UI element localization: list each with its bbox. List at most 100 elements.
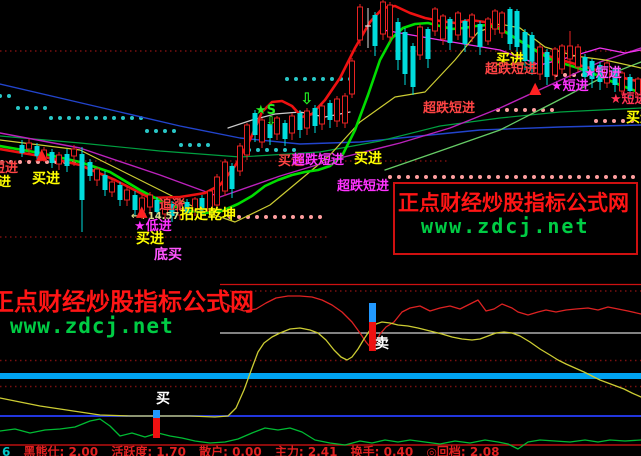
dot-trail xyxy=(523,108,527,112)
candlestick-up xyxy=(214,176,220,206)
dot-trail xyxy=(67,116,71,120)
dot-trail xyxy=(318,215,322,219)
dot-trail xyxy=(469,175,473,179)
candlestick-down xyxy=(297,113,303,130)
candlestick-down xyxy=(252,113,258,135)
dot-trail xyxy=(603,119,607,123)
dot-trail xyxy=(172,129,176,133)
candlestick-up xyxy=(177,203,183,216)
candlestick-up xyxy=(244,124,250,156)
dot-trail xyxy=(612,119,616,123)
dot-trail xyxy=(27,160,31,164)
dot-trail xyxy=(532,175,536,179)
candlestick-up xyxy=(604,62,610,84)
candlestick-up xyxy=(289,115,295,134)
dot-trail xyxy=(18,160,22,164)
candlestick-down xyxy=(514,11,520,47)
candlestick-up xyxy=(567,45,573,60)
candlestick-down xyxy=(582,57,588,77)
ind-red xyxy=(219,295,641,349)
candlestick-down xyxy=(34,146,40,156)
status-bear-value: 黑熊仕: 2.00 xyxy=(23,445,99,456)
candlestick-up xyxy=(380,1,386,35)
candlestick-down xyxy=(282,123,288,139)
dot-trail xyxy=(163,129,167,133)
candlestick-up xyxy=(237,145,243,172)
dot-trail xyxy=(630,119,634,123)
candlestick-down xyxy=(87,162,93,176)
dot-trail xyxy=(532,108,536,112)
candlestick-up xyxy=(432,8,438,32)
candlestick-up xyxy=(192,198,198,211)
candlestick-down xyxy=(184,202,190,213)
dot-trail xyxy=(265,148,269,152)
candlestick-down xyxy=(79,154,85,200)
dot-trail xyxy=(541,175,545,179)
buy-bar xyxy=(153,418,160,438)
candlestick-up xyxy=(147,194,153,208)
sell-bar xyxy=(369,322,376,351)
dot-trail xyxy=(496,175,500,179)
ind-green xyxy=(0,418,641,450)
dot-trail xyxy=(577,175,581,179)
candlestick-down xyxy=(199,198,205,209)
candlestick-down xyxy=(102,175,108,190)
dot-trail xyxy=(631,175,635,179)
dot-trail xyxy=(206,143,210,147)
dot-trail xyxy=(514,108,518,112)
buy-bar xyxy=(153,410,160,418)
candlestick-up xyxy=(357,6,363,41)
dot-trail xyxy=(0,160,4,164)
candlestick-up xyxy=(304,110,310,129)
candlestick-down xyxy=(395,22,401,60)
candlestick-up xyxy=(635,78,641,96)
dot-trail xyxy=(264,215,268,219)
dot-trail xyxy=(228,215,232,219)
dot-trail xyxy=(94,116,98,120)
dot-trail xyxy=(415,175,419,179)
dot-trail xyxy=(406,175,410,179)
dot-trail xyxy=(303,77,307,81)
ma-blue xyxy=(0,83,641,145)
candlestick-down xyxy=(627,77,633,91)
dot-trail xyxy=(237,215,241,219)
candlestick-down xyxy=(425,29,431,59)
ma-purple xyxy=(0,47,641,198)
candlestick-down xyxy=(597,65,603,82)
candlestick-down xyxy=(612,69,618,85)
candlestick-up xyxy=(455,12,461,36)
candlestick-up xyxy=(124,189,130,201)
status-turnover: 换手: 0.40 xyxy=(350,445,414,456)
dot-trail xyxy=(43,106,47,110)
status-main-force: 主力: 2.41 xyxy=(274,445,338,456)
candlestick-up xyxy=(71,148,77,157)
dot-trail xyxy=(424,175,428,179)
candlestick-down xyxy=(117,185,123,200)
dot-trail xyxy=(294,77,298,81)
dot-trail xyxy=(559,175,563,179)
ma-yellow xyxy=(0,23,641,223)
candlestick-up xyxy=(109,181,115,193)
dot-trail xyxy=(7,94,11,98)
dot-trail xyxy=(154,129,158,133)
dot-trail xyxy=(388,175,392,179)
dot-trail xyxy=(604,175,608,179)
dot-trail xyxy=(130,116,134,120)
dot-trail xyxy=(188,143,192,147)
status-activity: 活跃度: 1.70 xyxy=(111,445,186,456)
candlestick-down xyxy=(312,108,318,126)
candlestick-up xyxy=(387,4,393,38)
dot-trail xyxy=(550,175,554,179)
watermark-site-name: 正点财经炒股指标公式网 xyxy=(398,191,629,215)
dot-trail xyxy=(613,175,617,179)
dot-trail xyxy=(487,175,491,179)
dot-trail xyxy=(568,175,572,179)
candlestick-up xyxy=(56,154,62,165)
candlestick-up xyxy=(485,18,491,42)
watermark-site-name: 正点财经炒股指标公式网 xyxy=(0,288,254,316)
candlestick-down xyxy=(64,154,70,166)
dot-trail xyxy=(76,116,80,120)
dot-trail xyxy=(621,119,625,123)
